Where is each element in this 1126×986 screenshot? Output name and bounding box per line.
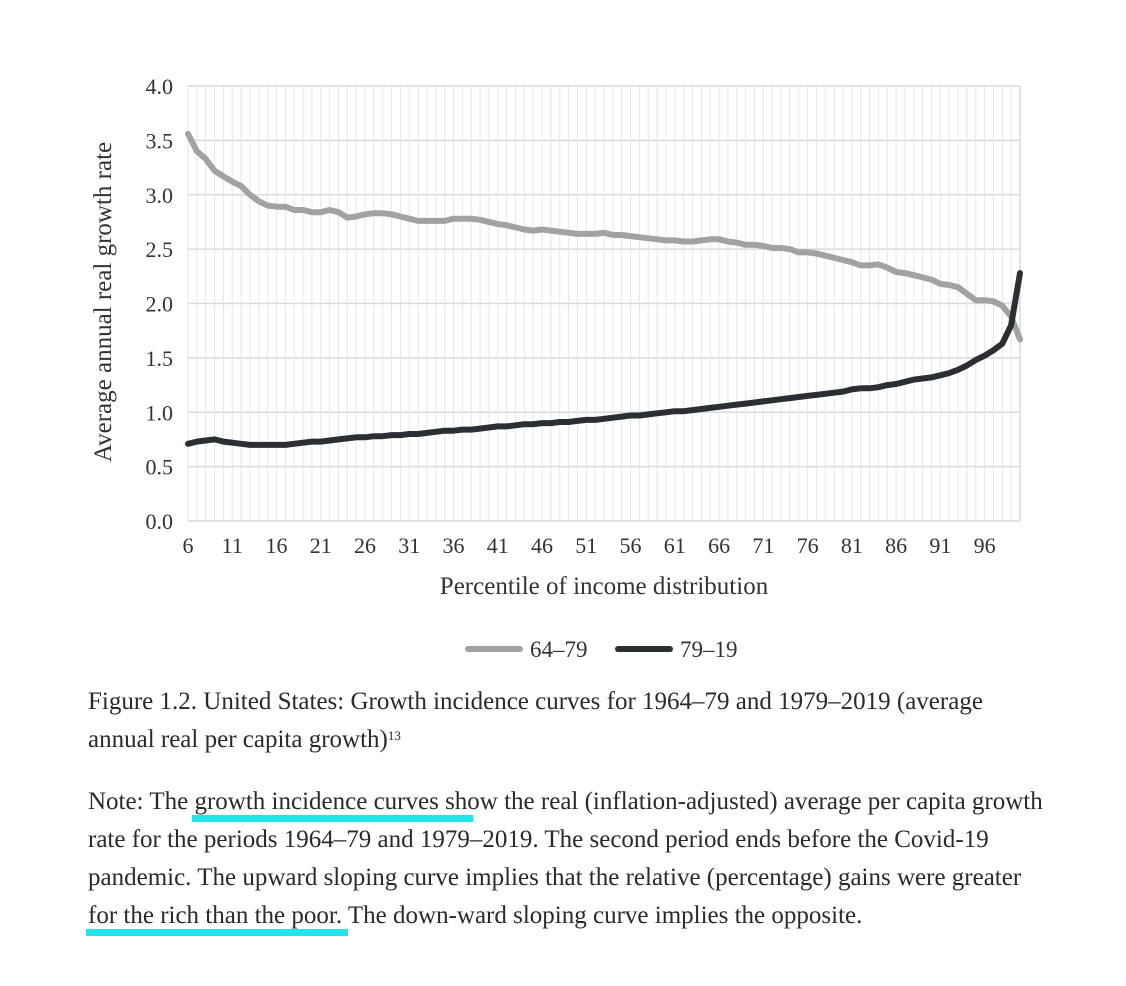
y-tick-label: 3.0: [146, 183, 174, 208]
x-tick-label: 81: [841, 533, 863, 558]
series-64-79: [185, 130, 1023, 343]
x-tick-label: 96: [974, 533, 996, 558]
series-line: [185, 270, 1023, 448]
x-tick-label: 91: [929, 533, 951, 558]
series-79-19: [185, 270, 1023, 448]
legend-label-64-79: 64–79: [530, 637, 588, 662]
figure-note: Note: The growth incidence curves show t…: [88, 783, 1048, 935]
y-tick-label: 1.5: [146, 346, 174, 371]
x-tick-label: 6: [183, 533, 194, 558]
y-tick-label: 2.5: [146, 237, 174, 262]
x-tick-label: 21: [310, 533, 332, 558]
note-highlight-2: for the rich than the poor.: [88, 902, 343, 929]
y-tick-label: 0.5: [146, 455, 174, 480]
y-axis-label: Average annual real growth rate: [90, 142, 117, 462]
x-tick-label: 46: [531, 533, 553, 558]
x-tick-label: 51: [575, 533, 597, 558]
chart-grid: [187, 85, 1021, 522]
note-highlight-1: growth incidence curves sh: [194, 788, 468, 815]
x-tick-label: 56: [620, 533, 642, 558]
x-tick-label: 76: [797, 533, 819, 558]
caption-footnote: 13: [387, 728, 401, 743]
x-tick-label: 16: [266, 533, 288, 558]
chart-legend: 64–79 79–19: [465, 637, 738, 662]
y-tick-label: 0.0: [146, 509, 174, 534]
note-text-3: The down-ward sloping curve implies the …: [342, 902, 863, 929]
y-tick-label: 4.0: [146, 74, 174, 99]
legend-label-79-19: 79–19: [680, 637, 738, 662]
note-text-2: ow the real (inflation-adjusted) average…: [88, 788, 1043, 891]
y-axis-ticks: 0.0 0.5 1.0 1.5 2.0 2.5 3.0 3.5 4.0: [146, 74, 174, 534]
caption-text: Figure 1.2. United States: Growth incide…: [88, 688, 983, 753]
x-tick-label: 36: [443, 533, 465, 558]
x-tick-label: 71: [752, 533, 774, 558]
y-tick-label: 3.5: [146, 128, 174, 153]
figure-caption: Figure 1.2. United States: Growth incide…: [88, 683, 1048, 759]
x-axis-label: Percentile of income distribution: [440, 573, 769, 600]
y-tick-label: 2.0: [146, 292, 174, 317]
y-tick-label: 1.0: [146, 400, 174, 425]
note-text-1: Note: The: [88, 788, 195, 815]
series-lines: [185, 130, 1023, 448]
x-tick-label: 66: [708, 533, 730, 558]
x-tick-label: 61: [664, 533, 686, 558]
x-tick-label: 11: [222, 533, 243, 558]
x-axis-ticks: 6 11 16 21 26 31 36 41 46 51 56 61 66 71 76 81 86 91 96: [183, 533, 996, 558]
x-tick-label: 41: [487, 533, 509, 558]
x-tick-label: 86: [885, 533, 907, 558]
series-line: [185, 130, 1023, 343]
x-tick-label: 26: [354, 533, 376, 558]
growth-incidence-chart: 0.00.51.01.52.02.53.03.54.0 6 11 16 21 26 31 3…: [90, 74, 1023, 662]
x-tick-label: 31: [398, 533, 420, 558]
